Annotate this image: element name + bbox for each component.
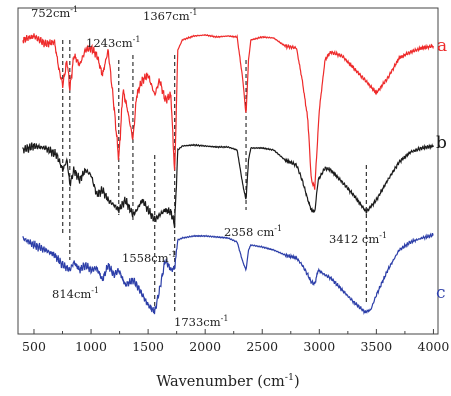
plot-frame — [17, 7, 439, 335]
series-label-b: b — [436, 133, 447, 153]
annotation-1243: 1243cm-1 — [86, 35, 140, 50]
x-tick-label-1000: 1000 — [75, 339, 107, 354]
x-axis-label: Wavenumber (cm-1) — [156, 372, 299, 390]
series-tags: a b c — [436, 36, 447, 303]
x-tick-label-3000: 3000 — [303, 339, 335, 354]
series-label-a: a — [437, 36, 447, 56]
reference-lines — [62, 40, 367, 312]
annotations: 752cm-1 1243cm-1 1367cm-1 2358 cm-1 3412… — [31, 5, 387, 329]
annotation-2358: 2358 cm-1 — [224, 224, 282, 239]
x-tick-label-2500: 2500 — [246, 339, 278, 354]
x-axis-ticks: 500 1000 1500 2000 2500 3000 3500 4000 — [22, 329, 449, 354]
annotation-3412: 3412 cm-1 — [329, 231, 387, 246]
annotation-814: 814cm-1 — [52, 286, 99, 301]
series-line-b — [22, 142, 434, 229]
series-line-a — [22, 33, 434, 190]
x-tick-label-500: 500 — [22, 339, 46, 354]
series-line-c — [22, 232, 434, 316]
x-tick-label-1500: 1500 — [132, 339, 164, 354]
series-label-c: c — [436, 283, 446, 303]
annotation-1733: 1733cm-1 — [174, 314, 228, 329]
x-tick-label-2000: 2000 — [189, 339, 221, 354]
x-tick-label-3500: 3500 — [360, 339, 392, 354]
annotation-752: 752cm-1 — [31, 5, 78, 20]
annotation-1367: 1367cm-1 — [143, 8, 197, 23]
spectra — [22, 33, 434, 316]
annotation-1558: 1558cm-1 — [122, 250, 176, 265]
x-tick-label-4000: 4000 — [418, 339, 450, 354]
